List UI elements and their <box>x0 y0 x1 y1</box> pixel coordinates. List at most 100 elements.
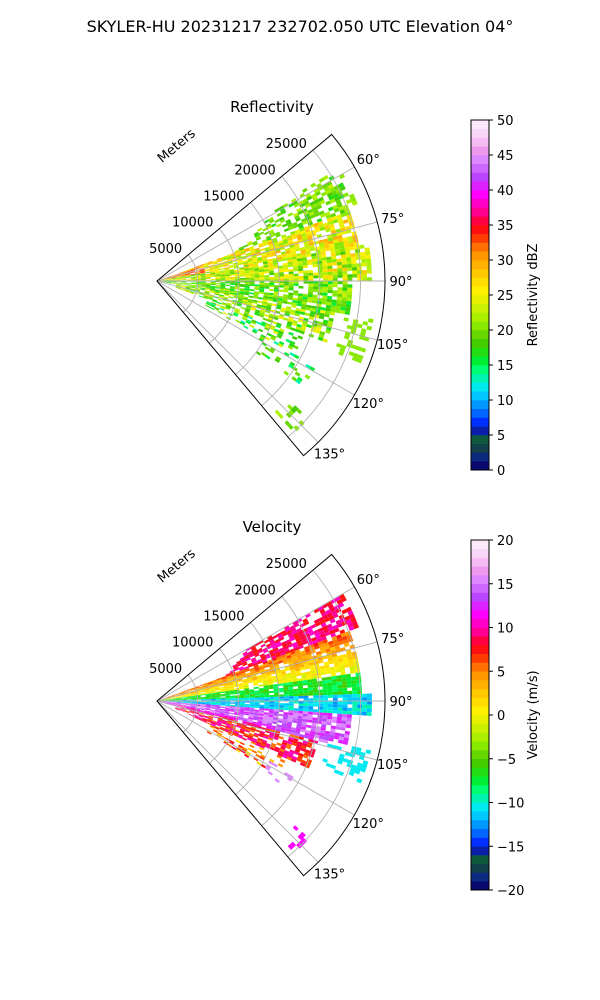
radar-cell <box>248 734 254 738</box>
colorbar-segment <box>471 820 489 830</box>
radar-cell <box>226 316 231 320</box>
radar-cell <box>313 642 319 647</box>
radar-cell <box>252 717 259 721</box>
radar-cell <box>204 689 210 692</box>
radar-cell <box>171 702 177 704</box>
radar-cell <box>315 326 322 331</box>
radar-cell <box>295 248 301 252</box>
radar-cell <box>215 706 221 708</box>
radar-cell <box>335 187 342 194</box>
radar-cell <box>303 275 309 279</box>
radar-cell <box>317 266 323 270</box>
radar-cell <box>332 685 338 689</box>
radar-cell <box>171 277 177 279</box>
radar-cell <box>338 205 345 211</box>
radar-cell <box>230 276 236 279</box>
radar-cell <box>356 711 362 716</box>
radar-cell <box>209 686 215 689</box>
radar-cell <box>342 274 348 278</box>
radar-cell <box>166 695 171 698</box>
radar-cell <box>238 715 244 718</box>
radar-cell <box>238 262 244 266</box>
radar-cell <box>199 690 205 692</box>
radar-cell <box>348 659 354 664</box>
radar-cell <box>267 635 273 640</box>
radar-cell <box>281 236 288 241</box>
radar-cell <box>228 683 234 686</box>
radar-cell <box>296 743 302 748</box>
radar-cell <box>210 698 216 701</box>
radar-cell <box>302 754 309 759</box>
radar-cell <box>161 279 167 281</box>
radar-cell <box>299 246 306 251</box>
radar-cell <box>298 705 304 709</box>
radar-cell <box>351 764 357 770</box>
radar-cell <box>342 701 348 705</box>
radar-cell <box>170 274 176 277</box>
radar-cell <box>337 268 343 272</box>
radar-cell <box>345 724 351 729</box>
radar-cell <box>230 252 236 256</box>
colorbar-segment <box>471 225 489 235</box>
radar-cell <box>339 223 345 229</box>
radar-cell <box>322 338 328 343</box>
radar-cell <box>161 699 167 701</box>
radar-cell <box>342 219 349 224</box>
radar-cell <box>171 698 177 700</box>
radar-cell <box>325 200 332 206</box>
colorbar-segment <box>471 627 489 637</box>
radar-cell <box>190 694 196 697</box>
radar-cell <box>296 255 302 259</box>
radar-cell <box>356 323 363 329</box>
radar-cell <box>248 267 254 270</box>
radar-cell <box>292 320 298 324</box>
radar-cell <box>176 703 182 705</box>
radar-cell <box>327 183 334 190</box>
radar-cell <box>217 310 223 315</box>
radar-cell <box>329 646 336 652</box>
radar-cell <box>264 284 270 287</box>
radar-cell <box>333 662 340 667</box>
radar-cell <box>312 294 318 298</box>
radial-tick-label: 20000 <box>234 163 275 178</box>
radar-cell <box>185 707 191 710</box>
radar-cell <box>347 694 353 698</box>
radar-cell <box>327 262 333 267</box>
radar-cell <box>244 711 250 714</box>
radar-cell <box>239 283 245 286</box>
radar-cell <box>230 706 235 708</box>
radar-cell <box>240 670 246 674</box>
radar-cell <box>195 709 201 711</box>
radar-cell <box>229 690 235 693</box>
radar-cell <box>244 704 250 706</box>
radar-cell <box>333 627 340 633</box>
radar-cell <box>273 736 279 741</box>
radar-cell <box>255 671 261 675</box>
radar-cell <box>238 685 244 689</box>
radar-cell <box>218 684 224 687</box>
radar-cell <box>313 692 319 696</box>
colorbar-tick-label: 0 <box>497 464 505 479</box>
radar-cell <box>322 263 328 267</box>
radar-cell <box>326 180 333 187</box>
radar-cell <box>312 711 318 716</box>
radar-cell <box>326 256 332 261</box>
radar-cell <box>239 656 245 661</box>
radar-cell <box>189 687 194 690</box>
radar-cell <box>330 725 337 730</box>
radar-cell <box>278 709 284 713</box>
radar-cell <box>348 662 355 668</box>
radar-cell <box>277 763 284 768</box>
radar-cell <box>195 288 201 291</box>
radar-cell <box>220 703 226 705</box>
radar-cell <box>251 648 258 653</box>
radar-cell <box>246 254 252 257</box>
radar-cell <box>334 245 340 250</box>
radar-cell <box>208 715 214 719</box>
radar-cell <box>267 319 273 323</box>
radar-cell <box>161 701 167 703</box>
radar-cell <box>339 209 346 215</box>
radar-cell <box>224 267 230 270</box>
radar-cell <box>312 709 319 713</box>
radar-cell <box>235 278 241 280</box>
